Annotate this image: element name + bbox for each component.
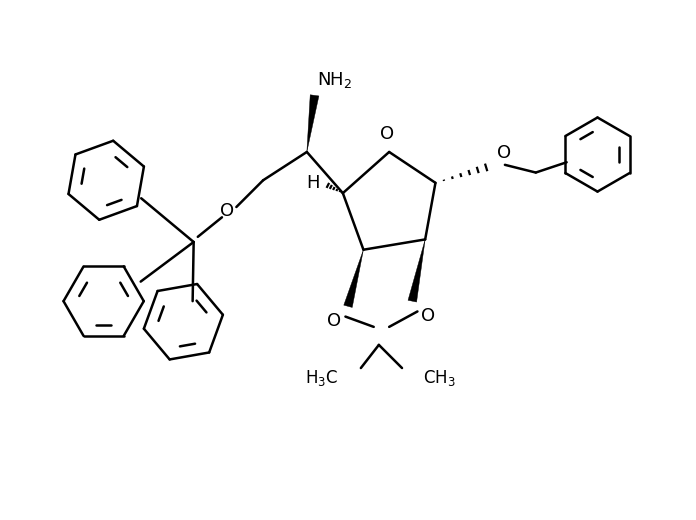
Polygon shape: [344, 250, 363, 307]
Text: H$_3$C: H$_3$C: [305, 368, 338, 388]
Text: O: O: [420, 307, 435, 326]
Polygon shape: [307, 95, 319, 152]
Text: O: O: [326, 313, 340, 331]
Text: CH$_3$: CH$_3$: [422, 368, 455, 388]
Text: NH$_2$: NH$_2$: [317, 70, 352, 90]
Text: O: O: [497, 144, 512, 162]
Text: O: O: [220, 202, 234, 220]
Text: O: O: [379, 125, 394, 142]
Polygon shape: [408, 239, 425, 302]
Text: H: H: [306, 174, 319, 192]
